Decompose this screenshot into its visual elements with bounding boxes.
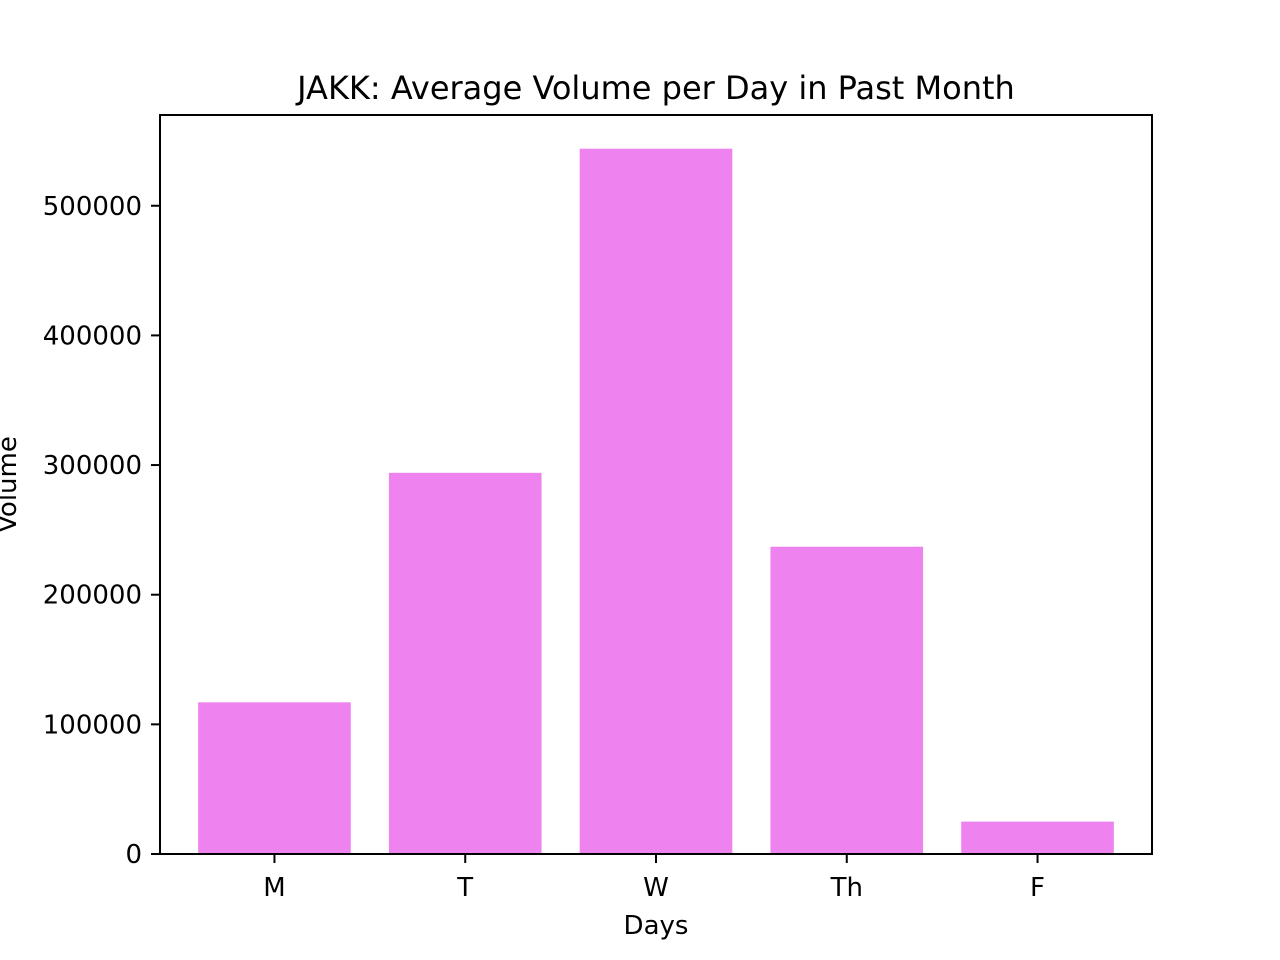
bar-f bbox=[961, 821, 1114, 854]
chart-title: JAKK: Average Volume per Day in Past Mon… bbox=[295, 69, 1015, 107]
y-tick-label: 0 bbox=[125, 840, 142, 870]
y-tick-label: 400000 bbox=[43, 321, 142, 351]
x-tick-label: M bbox=[263, 873, 285, 903]
x-axis-label: Days bbox=[624, 911, 689, 941]
x-tick-label: F bbox=[1030, 873, 1045, 903]
y-tick-label: 100000 bbox=[43, 710, 142, 740]
x-tick-label: Th bbox=[830, 873, 863, 903]
y-axis-ticks: 0 100000 200000 300000 400000 500000 bbox=[43, 192, 160, 870]
bar-m bbox=[198, 702, 351, 854]
y-axis-label: Volume bbox=[0, 436, 23, 533]
y-tick-label: 200000 bbox=[43, 581, 142, 611]
x-tick-label: W bbox=[643, 873, 669, 903]
bar-t bbox=[388, 472, 542, 854]
y-tick-label: 500000 bbox=[43, 192, 142, 222]
bar-w bbox=[579, 148, 733, 855]
y-tick-label: 300000 bbox=[43, 451, 142, 481]
bar-th bbox=[770, 546, 924, 854]
bar-series bbox=[198, 148, 1114, 855]
x-tick-label: T bbox=[456, 873, 473, 903]
x-axis-ticks: M T W Th F bbox=[263, 854, 1045, 903]
